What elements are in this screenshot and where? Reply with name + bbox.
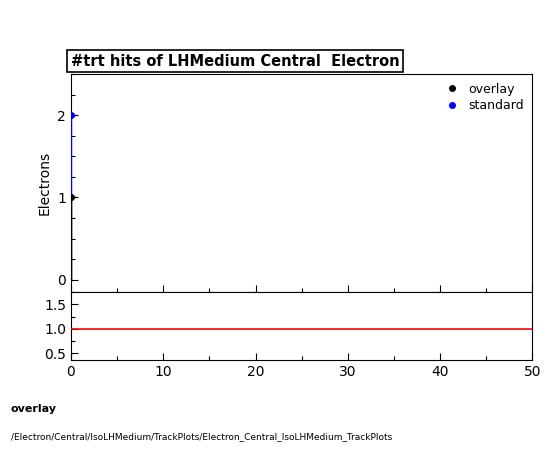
Text: /Electron/Central/IsoLHMedium/TrackPlots/Electron_Central_IsoLHMedium_TrackPlots: /Electron/Central/IsoLHMedium/TrackPlots… [11,432,392,441]
Legend: overlay, standard: overlay, standard [438,78,529,117]
Text: overlay: overlay [11,404,57,414]
Y-axis label: Electrons: Electrons [38,151,52,215]
Text: #trt hits of LHMedium Central  Electron: #trt hits of LHMedium Central Electron [71,54,400,68]
